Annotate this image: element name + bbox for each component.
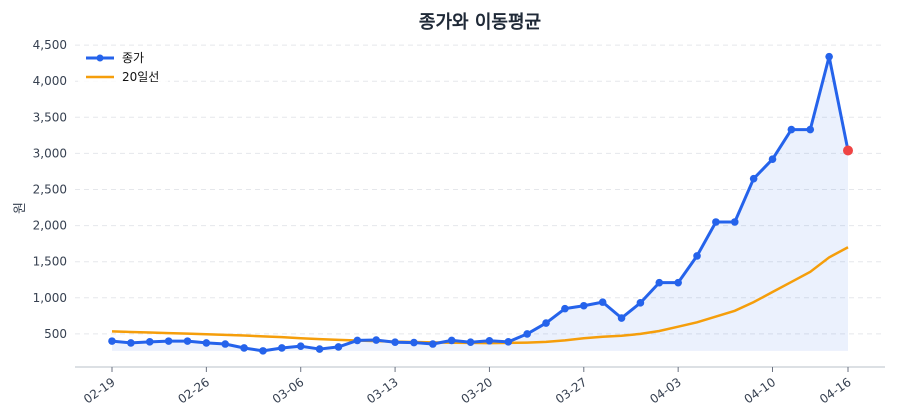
- close-point: [183, 337, 192, 345]
- chart-title: 종가와 이동평균: [419, 12, 541, 33]
- close-point: [429, 340, 437, 348]
- close-point: [466, 338, 475, 347]
- close-point: [391, 338, 399, 347]
- close-point: [730, 218, 739, 226]
- y-tick-label: 3,000: [33, 146, 67, 160]
- close-point: [372, 336, 381, 344]
- close-point: [202, 339, 211, 347]
- close-point: [787, 125, 796, 134]
- y-tick-label: 4,500: [33, 38, 67, 52]
- legend: 종가 20일선: [78, 46, 168, 90]
- legend-close-label: 종가: [122, 51, 144, 65]
- y-axis-label: 원: [13, 202, 28, 214]
- close-point: [259, 347, 267, 355]
- y-tick-label: 1,500: [33, 255, 67, 269]
- close-point: [636, 299, 645, 307]
- legend-ma20-label: 20일선: [122, 70, 159, 84]
- x-tick-label: 02-26: [175, 375, 212, 406]
- close-point: [655, 278, 664, 287]
- close-point: [334, 343, 343, 351]
- y-tick-label: 3,500: [33, 110, 67, 124]
- close-point: [712, 218, 720, 226]
- x-tick-label: 03-13: [364, 375, 401, 406]
- y-tick-label: 4,000: [33, 74, 67, 88]
- x-tick-label: 04-16: [817, 375, 854, 406]
- last-close-point: [843, 145, 853, 156]
- close-area-fill: [112, 56, 848, 351]
- close-point: [145, 338, 154, 346]
- close-point: [674, 278, 682, 287]
- close-point: [278, 344, 286, 352]
- close-line: [111, 55, 850, 353]
- close-point: [579, 301, 588, 310]
- close-point: [504, 338, 513, 346]
- close-point: [749, 174, 758, 183]
- close-point: [296, 342, 305, 350]
- close-point: [447, 336, 456, 345]
- close-point: [617, 314, 626, 322]
- x-tick-label: 02-19: [81, 375, 118, 406]
- y-tick-label: 2,000: [33, 219, 67, 233]
- x-tick-label: 04-10: [742, 375, 779, 406]
- close-point: [410, 338, 418, 347]
- x-tick-label: 03-27: [553, 375, 590, 406]
- y-tick-label: 500: [44, 327, 67, 341]
- x-tick-label: 03-06: [270, 375, 307, 406]
- close-point: [315, 345, 324, 353]
- close-point: [693, 252, 701, 260]
- close-point: [164, 337, 173, 345]
- close-point: [768, 155, 777, 163]
- close-point: [221, 340, 230, 348]
- ma20-line: [111, 246, 849, 345]
- close-point: [240, 344, 248, 352]
- close-point: [561, 304, 569, 313]
- close-point: [806, 125, 815, 134]
- close-point: [825, 52, 833, 61]
- close-point: [542, 319, 550, 327]
- x-tick-label: 03-20: [459, 375, 496, 406]
- y-tick-label: 2,500: [33, 183, 67, 197]
- close-point: [485, 336, 494, 345]
- y-tick-label: 1,000: [33, 291, 67, 305]
- close-point: [108, 337, 116, 345]
- x-tick-label: 04-03: [647, 375, 684, 406]
- close-point: [353, 336, 362, 345]
- close-point: [598, 298, 607, 306]
- close-point: [523, 330, 531, 338]
- close-point: [127, 339, 135, 347]
